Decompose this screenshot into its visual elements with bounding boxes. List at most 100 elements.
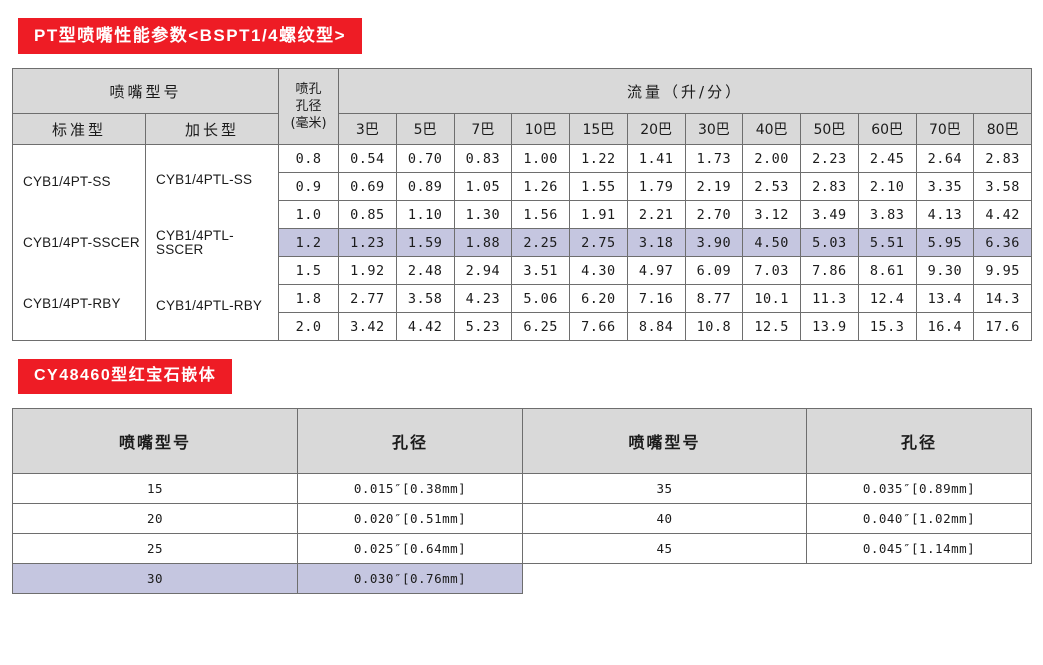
flow-value: 6.09	[684, 256, 744, 285]
flow-value: 3.58	[395, 284, 455, 313]
flow-value: 0.89	[395, 172, 455, 201]
header-pressure-80bar: 80巴	[973, 113, 1033, 145]
flow-value: 13.4	[915, 284, 975, 313]
list-item: CYB1/4PTL-SS	[156, 171, 253, 187]
orifice-value: 0.9	[278, 172, 340, 201]
header-model-group: 喷嘴型号	[11, 68, 280, 114]
model-extended-list: CYB1/4PTL-SS CYB1/4PTL-SSCER CYB1/4PTL-R…	[146, 151, 278, 334]
header-bore-left: 孔径	[297, 408, 523, 474]
bore-value: 0.040″[1.02mm]	[806, 503, 1032, 534]
flow-value: 12.4	[857, 284, 917, 313]
header-pressure-30bar: 30巴	[684, 113, 744, 145]
flow-value: 14.3	[973, 284, 1033, 313]
flow-value: 16.4	[915, 312, 975, 341]
list-item: CYB1/4PT-SS	[23, 173, 111, 189]
header-flow-group: 流量（升/分）	[338, 68, 1033, 114]
flow-value: 10.1	[742, 284, 802, 313]
flow-value: 1.59	[395, 228, 455, 257]
flow-value: 7.86	[800, 256, 859, 285]
flow-value: 3.49	[800, 200, 859, 229]
table1-header-sub-row: 标准型 加长型 3巴 5巴 7巴 10巴 15巴 20巴 30巴 40巴 50巴…	[12, 113, 1033, 145]
section-title-ruby-insert: CY48460型红宝石嵌体	[18, 359, 233, 394]
section-title-pt-nozzle: PT型喷嘴性能参数<BSPT1/4螺纹型>	[18, 18, 363, 54]
flow-value: 2.19	[684, 172, 744, 201]
flow-value: 13.9	[800, 312, 859, 341]
pt-nozzle-performance-table: 喷嘴型号 喷孔 孔径 (毫米) 流量（升/分） 标准型 加长型 3巴 5巴 7巴…	[11, 68, 1033, 341]
flow-value: 3.51	[511, 256, 571, 285]
flow-value: 2.83	[973, 144, 1033, 173]
header-model-extended: 加长型	[144, 113, 280, 145]
flow-value: 10.8	[684, 312, 744, 341]
flow-value: 2.23	[800, 144, 859, 173]
flow-value: 5.95	[915, 228, 975, 257]
header-pressure-70bar: 70巴	[915, 113, 975, 145]
flow-value: 5.06	[511, 284, 571, 313]
flow-value: 1.73	[684, 144, 744, 173]
flow-value: 7.03	[742, 256, 802, 285]
flow-value: 1.41	[626, 144, 686, 173]
header-pressure-40bar: 40巴	[742, 113, 802, 145]
header-pressure-60bar: 60巴	[857, 113, 917, 145]
bore-value: 0.035″[0.89mm]	[806, 473, 1032, 504]
table-row-highlighted: 30 0.030″[0.76mm]	[12, 563, 1032, 594]
flow-value: 3.83	[857, 200, 917, 229]
flow-value: 1.26	[511, 172, 571, 201]
flow-value: 0.85	[338, 200, 397, 229]
flow-value: 9.95	[973, 256, 1033, 285]
flow-value: 0.69	[338, 172, 397, 201]
orifice-value: 0.8	[278, 144, 340, 173]
table-row: 20 0.020″[0.51mm] 40 0.040″[1.02mm]	[12, 503, 1032, 534]
flow-value: 2.21	[626, 200, 686, 229]
flow-value: 4.42	[973, 200, 1033, 229]
flow-value: 8.61	[857, 256, 917, 285]
flow-value: 2.48	[395, 256, 455, 285]
table-row: 1.8 2.77 3.58 4.23 5.06 6.20 7.16 8.77 1…	[13, 284, 1033, 313]
model-value: 15	[12, 473, 298, 504]
flow-value: 2.53	[742, 172, 802, 201]
flow-value: 7.66	[569, 312, 628, 341]
list-item: CYB1/4PTL-SSCER	[156, 228, 234, 257]
flow-value: 12.5	[742, 312, 802, 341]
model-standard-list: CYB1/4PT-SS CYB1/4PT-SSCER CYB1/4PT-RBY	[13, 151, 145, 334]
flow-value: 7.16	[626, 284, 686, 313]
orifice-value: 1.8	[278, 284, 340, 313]
bore-value: 0.025″[0.64mm]	[297, 533, 523, 564]
header-orifice-diameter: 喷孔 孔径 (毫米)	[278, 68, 340, 145]
orifice-value: 1.0	[278, 200, 340, 229]
flow-value: 1.00	[511, 144, 571, 173]
flow-value: 1.05	[453, 172, 513, 201]
flow-value: 0.70	[395, 144, 455, 173]
flow-value: 2.94	[453, 256, 513, 285]
flow-value: 1.79	[626, 172, 686, 201]
flow-value: 4.50	[742, 228, 802, 257]
flow-value: 15.3	[857, 312, 917, 341]
list-item: CYB1/4PT-SSCER	[23, 234, 140, 250]
header-bore-right: 孔径	[806, 408, 1032, 474]
flow-value: 2.25	[511, 228, 571, 257]
model-extended-cell: CYB1/4PTL-SS CYB1/4PTL-SSCER CYB1/4PTL-R…	[144, 144, 280, 341]
model-value: 20	[12, 503, 298, 534]
bore-value: 0.015″[0.38mm]	[297, 473, 523, 504]
header-pressure-5bar: 5巴	[395, 113, 455, 145]
flow-value: 1.10	[395, 200, 455, 229]
bore-value: 0.020″[0.51mm]	[297, 503, 523, 534]
bore-value: 0.030″[0.76mm]	[297, 563, 523, 594]
flow-value: 5.03	[800, 228, 859, 257]
table-row: 2.0 3.42 4.42 5.23 6.25 7.66 8.84 10.8 1…	[13, 312, 1033, 341]
header-pressure-7bar: 7巴	[453, 113, 513, 145]
header-model-right: 喷嘴型号	[522, 408, 807, 474]
empty-cell-model-right	[522, 563, 807, 594]
orifice-value: 2.0	[278, 312, 340, 341]
flow-value: 4.30	[569, 256, 628, 285]
list-item: CYB1/4PT-RBY	[23, 295, 121, 311]
flow-value: 1.91	[569, 200, 628, 229]
flow-value: 3.90	[684, 228, 744, 257]
orifice-value: 1.2	[278, 228, 340, 257]
bore-value: 0.045″[1.14mm]	[806, 533, 1032, 564]
table1-header-group-row: 喷嘴型号 喷孔 孔径 (毫米) 流量（升/分）	[11, 68, 1033, 145]
flow-value: 6.25	[511, 312, 571, 341]
table2-header-row: 喷嘴型号 孔径 喷嘴型号 孔径	[12, 408, 1032, 474]
header-pressure-3bar: 3巴	[338, 113, 397, 145]
flow-value: 11.3	[800, 284, 859, 313]
